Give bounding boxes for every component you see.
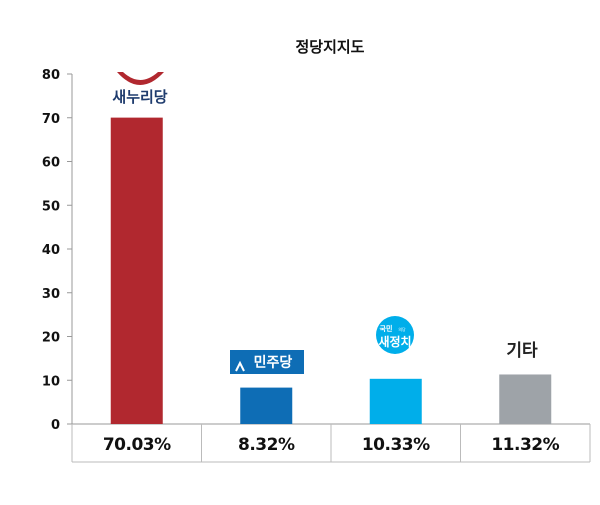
kookmin-logo-main-text: 새정치 — [378, 334, 411, 349]
smile-arc-icon — [117, 72, 164, 85]
kookmin-logo-tiny-text: 의당 — [398, 326, 406, 332]
bars-group — [110, 117, 552, 425]
bar — [499, 374, 552, 424]
saenuri-logo-text: 새누리당 — [112, 88, 167, 106]
data-value-label: 10.33% — [362, 435, 430, 455]
y-tick-label: 70 — [42, 112, 60, 127]
saenuri-logo: 새누리당 — [112, 72, 168, 106]
data-value-label: 70.03% — [103, 435, 171, 455]
bar — [110, 117, 163, 425]
data-value-label: 8.32% — [238, 435, 295, 455]
kookmin-logo: 국민 의당 새정치 — [376, 316, 414, 354]
y-tick-label: 30 — [42, 287, 60, 302]
minju-logo-text: 민주당 — [254, 354, 293, 371]
y-tick-label: 0 — [51, 418, 60, 433]
minju-logo: 민주당 — [230, 350, 304, 374]
y-tick-label: 20 — [42, 331, 60, 346]
bar — [369, 378, 422, 424]
caret-up-icon — [235, 360, 245, 372]
y-tick-label: 60 — [42, 156, 60, 171]
chart-title: 정당지지도 — [295, 38, 364, 56]
kookmin-logo-small-text: 국민 — [380, 324, 393, 333]
minju-logo-background — [230, 350, 304, 374]
value-table: 70.03% 8.32% 10.33% 11.32% — [71, 424, 591, 463]
y-tick-label: 10 — [42, 374, 60, 389]
y-axis-ticks: 0 10 20 30 40 50 60 70 80 — [42, 68, 72, 433]
circle-badge-icon — [376, 316, 414, 354]
other-label: 기타 — [506, 341, 538, 361]
data-value-label: 11.32% — [491, 435, 559, 455]
y-tick-label: 50 — [42, 199, 60, 214]
other-label-text: 기타 — [506, 341, 538, 361]
bar — [240, 387, 293, 424]
y-tick-label: 80 — [42, 68, 60, 83]
y-tick-label: 40 — [42, 243, 60, 258]
